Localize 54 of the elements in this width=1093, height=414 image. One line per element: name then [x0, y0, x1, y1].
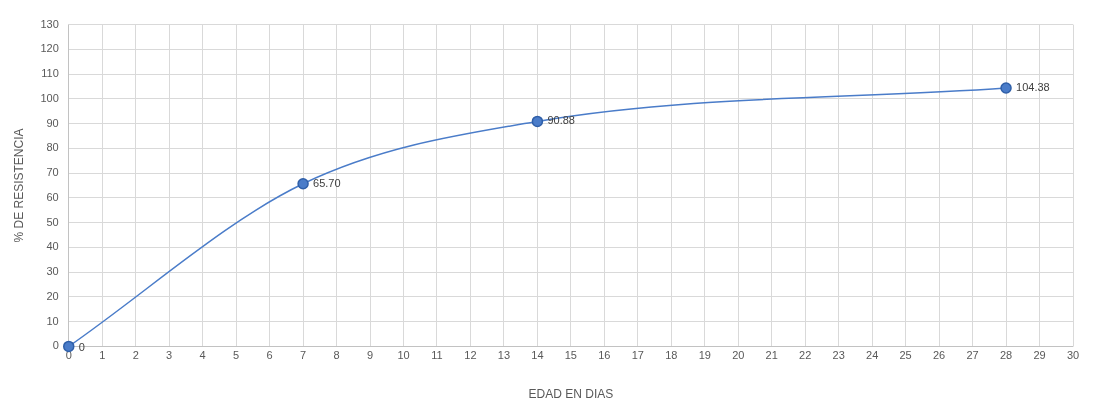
- y-tick-label: 0: [52, 339, 59, 352]
- y-tick-label: 20: [46, 289, 59, 302]
- x-tick-label: 22: [799, 349, 812, 362]
- x-tick-label: 19: [698, 349, 711, 362]
- y-tick-label: 130: [40, 17, 59, 30]
- y-tick-label: 40: [46, 240, 59, 253]
- x-tick-label: 17: [631, 349, 644, 362]
- y-tick-label: 100: [40, 91, 59, 104]
- x-tick-label: 16: [598, 349, 611, 362]
- point: [1000, 82, 1012, 94]
- y-tick-label: 70: [46, 166, 59, 179]
- y-tick-label: 120: [40, 42, 59, 55]
- x-tick-label: 21: [765, 349, 778, 362]
- x-tick-label: 15: [564, 349, 577, 362]
- y-tick-label: 110: [41, 67, 59, 80]
- x-tick-label: 13: [497, 349, 511, 362]
- y-tick-label: 50: [46, 215, 59, 228]
- x-tick-label: 4: [199, 349, 206, 362]
- x-tick-label: 28: [999, 349, 1013, 362]
- x-tick-label: 6: [266, 349, 273, 362]
- x-tick-label: 24: [866, 349, 879, 362]
- y-tick-label: 30: [46, 265, 59, 278]
- x-tick-label: 9: [366, 349, 374, 362]
- y-tick-label: 10: [46, 314, 59, 327]
- x-tick-label: 26: [932, 349, 946, 362]
- x-tick-label: 25: [899, 349, 912, 362]
- y-tick-label: 80: [46, 141, 59, 154]
- y-tick-label: 90: [46, 116, 59, 129]
- x-tick-label: 20: [732, 349, 745, 362]
- x-tick-label: 30: [1066, 349, 1080, 362]
- x-tick-label: 8: [333, 349, 340, 362]
- x-tick-label: 10: [397, 349, 410, 362]
- data-label: 0: [78, 341, 85, 354]
- point: [63, 340, 75, 353]
- x-tick-label: 7: [300, 349, 307, 362]
- data-label: 104.38: [1016, 81, 1050, 94]
- x-tick-label: 2: [132, 349, 139, 362]
- x-tick-label: 14: [531, 349, 544, 362]
- x-tick-label: 1: [99, 349, 106, 362]
- x-tick-label: 27: [966, 349, 979, 362]
- y-tick-label: 60: [46, 190, 59, 203]
- x-tick-label: 29: [1033, 349, 1046, 362]
- x-tick-label: 23: [832, 349, 845, 362]
- point: [531, 115, 544, 128]
- x-tick-label: 18: [665, 349, 678, 362]
- x-tick-label: 11: [431, 349, 443, 362]
- x-tick-label: 12: [464, 349, 477, 362]
- x-axis-title: EDAD EN DIAS: [528, 387, 614, 402]
- x-tick-label: 5: [233, 349, 240, 362]
- y-axis-title: % DE RESISTENCIA: [11, 128, 26, 243]
- data-label: 90.88: [547, 114, 575, 127]
- point: [297, 178, 309, 190]
- data-label: 65.70: [313, 176, 341, 189]
- x-tick-label: 3: [166, 349, 173, 362]
